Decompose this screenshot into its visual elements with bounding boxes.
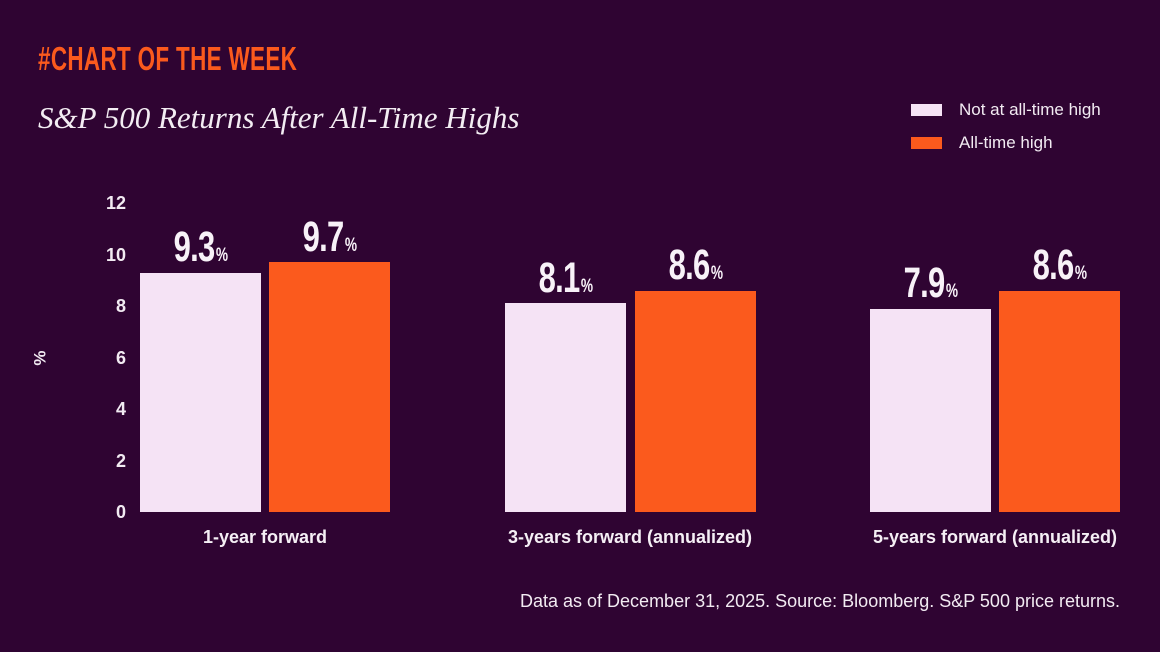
legend-item-all-time-high: All-time high: [911, 133, 1101, 152]
legend-label: Not at all-time high: [959, 100, 1101, 119]
value-label: 7.9%: [850, 259, 1011, 308]
percent-sign: %: [215, 244, 228, 266]
value-number: 8.1: [538, 253, 580, 302]
category-label-group3: 5-years forward (annualized): [872, 527, 1118, 547]
page-title: S&P 500 Returns After All-Time Highs: [38, 100, 520, 135]
bar-ath-group1: [269, 262, 390, 512]
category-label-group1: 1-year forward: [202, 527, 328, 547]
bar-not-ath-group2: [505, 303, 626, 512]
legend-swatch-not-at-all-time-high: [911, 104, 942, 116]
y-tick-12: 12: [105, 193, 126, 213]
value-label: 8.1%: [485, 253, 646, 302]
value-label: 9.3%: [120, 222, 281, 271]
legend-swatch-all-time-high: [911, 137, 942, 149]
value-label: 9.7%: [249, 212, 410, 261]
y-tick-8: 8: [115, 296, 126, 316]
legend-label: All-time high: [959, 133, 1053, 152]
value-number: 9.7: [302, 212, 344, 261]
bar-ath-group3: [999, 290, 1120, 512]
percent-sign: %: [344, 234, 357, 256]
y-tick-6: 6: [115, 347, 126, 368]
y-tick-2: 2: [115, 450, 126, 471]
value-number: 8.6: [1032, 241, 1074, 290]
bar-ath-group2: [635, 290, 756, 512]
percent-sign: %: [710, 263, 723, 285]
bar-not-ath-group3: [870, 308, 991, 512]
percent-sign: %: [945, 281, 958, 303]
value-number: 9.3: [173, 222, 215, 271]
value-number: 8.6: [668, 241, 710, 290]
y-tick-0: 0: [115, 502, 126, 522]
value-label: 8.6%: [979, 241, 1140, 290]
y-axis-unit-label: %: [30, 350, 50, 366]
brand-tag-text: #CHART OF THE WEEK: [38, 40, 298, 77]
source-note: Data as of December 31, 2025. Source: Bl…: [520, 591, 1120, 611]
y-tick-4: 4: [115, 399, 126, 419]
legend-item-not-at-all-time-high: Not at all-time high: [911, 100, 1101, 119]
y-tick-10: 10: [105, 244, 126, 265]
percent-sign: %: [1074, 263, 1087, 285]
legend: Not at all-time high All-time high: [911, 100, 1101, 169]
percent-sign: %: [580, 275, 593, 297]
brand-tag: #CHART OF THE WEEK: [38, 42, 419, 75]
category-label-group2: 3-years forward (annualized): [507, 527, 753, 547]
value-label: 8.6%: [615, 241, 776, 290]
bar-not-ath-group1: [140, 272, 261, 512]
value-number: 7.9: [903, 259, 945, 308]
